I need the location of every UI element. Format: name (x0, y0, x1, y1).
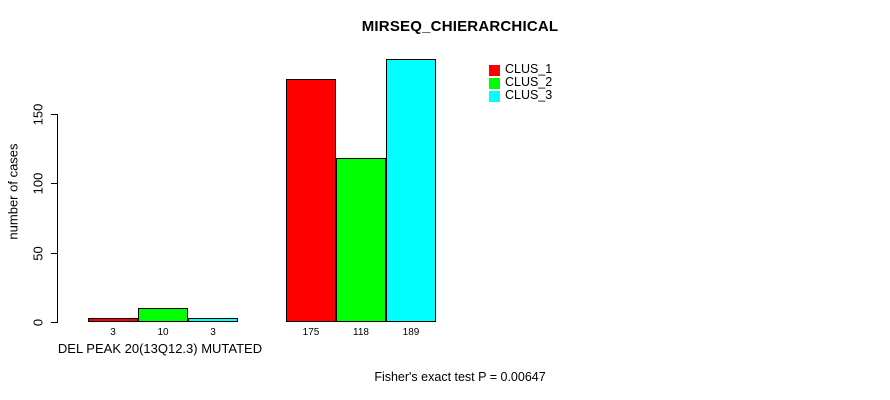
bar-value-label: 10 (157, 327, 169, 338)
legend-swatch-clus_1 (489, 65, 500, 76)
bar-value-label: 3 (210, 327, 216, 338)
y-axis-line (57, 113, 58, 323)
bar-clus_3-group-1 (188, 318, 238, 322)
y-tick-label: 100 (30, 172, 46, 195)
y-tick (51, 322, 58, 323)
bar-value-label: 175 (302, 327, 320, 338)
y-tick-label: 0 (30, 318, 46, 327)
x-axis-label: DEL PEAK 20(13Q12.3) MUTATED (57, 341, 263, 356)
footnote: Fisher's exact test P = 0.00647 (374, 370, 546, 384)
legend-label-clus_1: CLUS_1 (505, 62, 553, 76)
legend-swatch-clus_2 (489, 78, 500, 89)
y-tick (51, 253, 58, 254)
bar-clus_2-group-2 (336, 158, 386, 322)
y-tick-label: 150 (30, 103, 46, 126)
y-tick (51, 183, 58, 184)
chart-title: MIRSEQ_CHIERARCHICAL (361, 18, 559, 35)
y-tick-label: 50 (30, 246, 46, 261)
bar-clus_1-group-2 (286, 79, 336, 322)
bar-value-label: 189 (402, 327, 420, 338)
legend-label-clus_3: CLUS_3 (505, 88, 553, 102)
bar-value-label: 118 (353, 327, 369, 338)
bar-clus_1-group-1 (88, 318, 138, 322)
y-tick (51, 114, 58, 115)
bar-clus_3-group-2 (386, 59, 436, 322)
y-axis-label: number of cases (5, 143, 21, 240)
legend-label-clus_2: CLUS_2 (505, 75, 553, 89)
bar-value-label: 3 (110, 327, 116, 338)
bar-clus_2-group-1 (138, 308, 188, 322)
legend-swatch-clus_3 (489, 91, 500, 102)
